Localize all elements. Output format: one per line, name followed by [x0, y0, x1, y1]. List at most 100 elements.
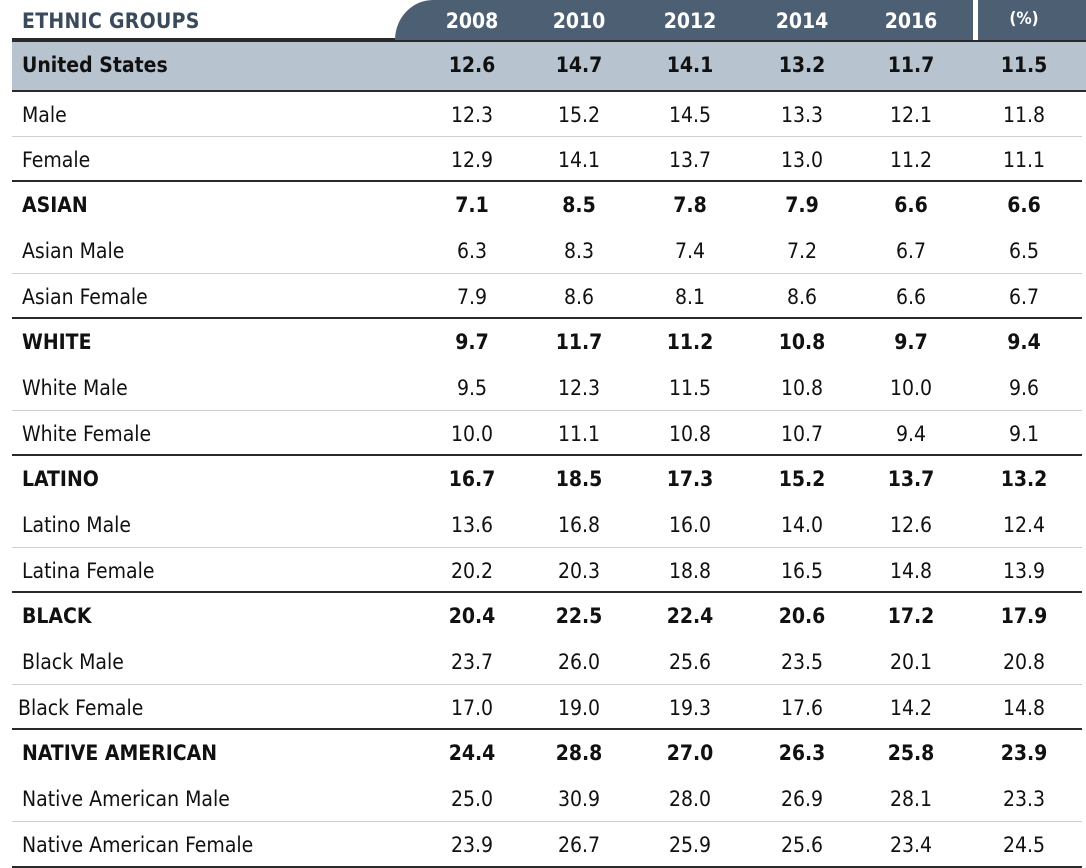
table-row: United States 12.6 14.7 14.1 13.2 11.7 11.5: [12, 40, 1086, 92]
cell-value: 9.7: [455, 330, 489, 354]
cell-value: 7.9: [785, 193, 819, 217]
cell-value: 7.2: [786, 239, 818, 263]
cell-value: 11.1: [1002, 148, 1046, 172]
table-row: BLACK 20.4 22.5 22.4 20.6 17.2 17.9: [0, 593, 1086, 639]
table-row: Native American Female 23.9 26.7 25.9 25.6 23…: [0, 822, 1086, 868]
row-label: Black Male: [22, 650, 124, 674]
row-label: BLACK: [22, 604, 92, 628]
cell-value: 25.0: [450, 787, 494, 811]
cell-value: 8.1: [674, 285, 706, 309]
table-row: White Female 10.0 11.1 10.8 10.7 9.4 9.1: [0, 411, 1086, 456]
cell-value: 17.3: [666, 467, 714, 491]
cell-value: 10.8: [780, 376, 824, 400]
row-label: United States: [22, 53, 168, 77]
cell-value: 6.7: [895, 239, 927, 263]
cell-value: 14.7: [555, 53, 603, 77]
cell-value: 6.6: [894, 193, 928, 217]
cell-value: 10.0: [889, 376, 933, 400]
cell-value: 7.8: [673, 193, 707, 217]
cell-value: 11.7: [555, 330, 603, 354]
cell-value: 15.2: [557, 103, 601, 127]
cell-value: 23.9: [1000, 741, 1048, 765]
col-2014: 2014: [775, 9, 829, 33]
cell-value: 7.9: [456, 285, 488, 309]
cell-value: 22.5: [555, 604, 603, 628]
cell-value: 8.6: [786, 285, 818, 309]
table-row: Asian Male 6.3 8.3 7.4 7.2 6.7 6.5: [0, 228, 1086, 274]
cell-value: 20.8: [1002, 650, 1046, 674]
cell-value: 30.9: [557, 787, 601, 811]
cell-value: 17.6: [780, 696, 824, 720]
cell-value: 25.6: [668, 650, 712, 674]
header-title: ETHNIC GROUPS: [22, 9, 200, 33]
row-label: Black Female: [18, 696, 144, 720]
table-row: Male 12.3 15.2 14.5 13.3 12.1 11.8: [0, 92, 1086, 137]
cell-value: 10.8: [668, 422, 712, 446]
cell-value: 13.9: [1002, 559, 1046, 583]
table-row: WHITE 9.7 11.7 11.2 10.8 9.7 9.4: [0, 319, 1086, 365]
cell-value: 13.7: [668, 148, 712, 172]
cell-value: 18.8: [668, 559, 712, 583]
cell-value: 24.5: [1002, 833, 1046, 857]
table-row: Black Female 17.0 19.0 19.3 17.6 14.2 14.8: [0, 685, 1086, 730]
cell-value: 20.2: [450, 559, 494, 583]
cell-value: 10.7: [780, 422, 824, 446]
cell-value: 12.1: [889, 103, 933, 127]
row-label: NATIVE AMERICAN: [22, 741, 218, 765]
cell-value: 20.6: [778, 604, 826, 628]
cell-value: 14.1: [557, 148, 601, 172]
row-label: Female: [22, 148, 91, 172]
cell-value: 16.5: [780, 559, 824, 583]
cell-value: 26.0: [557, 650, 601, 674]
table-row: Native American Male 25.0 30.9 28.0 26.9 28.1…: [0, 776, 1086, 822]
cell-value: 17.2: [887, 604, 935, 628]
cell-value: 11.1: [557, 422, 601, 446]
cell-value: 13.2: [778, 53, 826, 77]
cell-value: 13.2: [1000, 467, 1048, 491]
cell-value: 9.4: [1007, 330, 1041, 354]
cell-value: 17.0: [450, 696, 494, 720]
cell-value: 14.5: [668, 103, 712, 127]
table-row: ASIAN 7.1 8.5 7.8 7.9 6.6 6.6: [0, 182, 1086, 228]
cell-value: 16.8: [557, 513, 601, 537]
table-row: NATIVE AMERICAN 24.4 28.8 27.0 26.3 25.8 23.9: [0, 730, 1086, 776]
cell-value: 26.7: [557, 833, 601, 857]
cell-value: 28.1: [889, 787, 933, 811]
table-header: ETHNIC GROUPS 2008 2010 2012 2014 2016 (…: [0, 0, 1086, 40]
cell-value: 26.9: [780, 787, 824, 811]
cell-value: 20.4: [448, 604, 496, 628]
cell-value: 11.7: [887, 53, 935, 77]
row-label: Asian Male: [22, 239, 125, 263]
cell-value: 28.8: [555, 741, 603, 765]
row-label: Male: [22, 103, 67, 127]
row-label: Asian Female: [22, 285, 148, 309]
cell-value: 25.8: [887, 741, 935, 765]
row-label: LATINO: [22, 467, 99, 491]
cell-value: 23.9: [450, 833, 494, 857]
cell-value: 10.8: [778, 330, 826, 354]
cell-value: 9.1: [1008, 422, 1040, 446]
col-2008: 2008: [445, 9, 499, 33]
row-label: Latino Male: [22, 513, 132, 537]
table-body: United States 12.6 14.7 14.1 13.2 11.7 11.5 Mal…: [0, 40, 1086, 868]
cell-value: 14.8: [889, 559, 933, 583]
cell-value: 8.6: [563, 285, 595, 309]
col-2012: 2012: [663, 9, 717, 33]
cell-value: 19.0: [557, 696, 601, 720]
header-divider: [973, 0, 978, 40]
row-label: Native American Male: [22, 787, 230, 811]
cell-value: 14.2: [889, 696, 933, 720]
cell-value: 23.4: [889, 833, 933, 857]
cell-value: 19.3: [668, 696, 712, 720]
cell-value: 10.0: [450, 422, 494, 446]
header-rule: [12, 38, 395, 40]
cell-value: 6.5: [1008, 239, 1040, 263]
table-row: Latina Female 20.2 20.3 18.8 16.5 14.8 13.9: [0, 548, 1086, 593]
cell-value: 13.6: [450, 513, 494, 537]
cell-value: 25.6: [780, 833, 824, 857]
cell-value: 28.0: [668, 787, 712, 811]
cell-value: 15.2: [778, 467, 826, 491]
row-label: Latina Female: [22, 559, 155, 583]
cell-value: 9.5: [456, 376, 488, 400]
